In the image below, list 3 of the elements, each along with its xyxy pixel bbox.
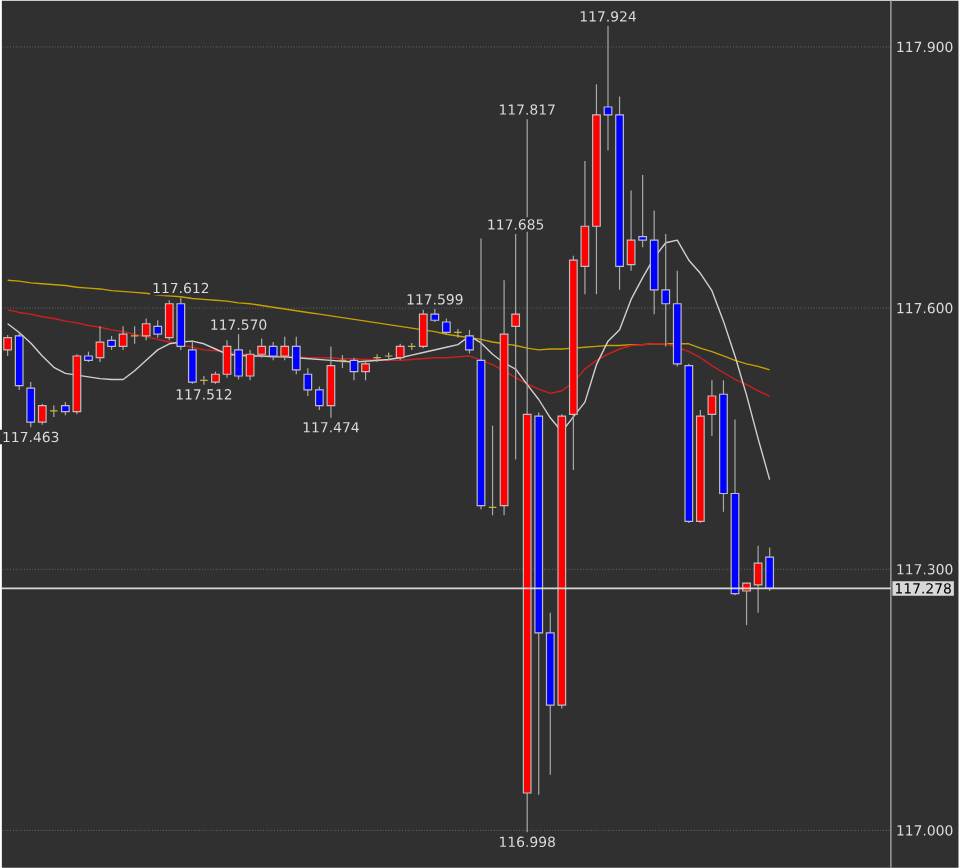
candlestick [465, 328, 474, 354]
candlestick [511, 233, 521, 460]
candlestick [187, 339, 197, 385]
